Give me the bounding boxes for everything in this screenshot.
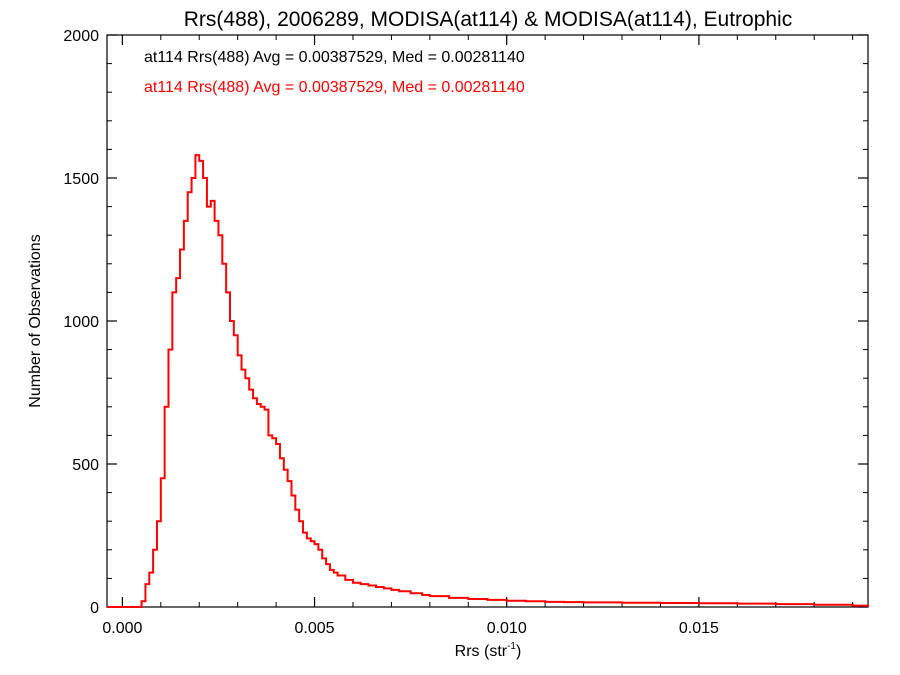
- x-axis-label-end: ): [516, 643, 521, 660]
- x-tick-label: 0.000: [102, 620, 142, 637]
- chart-title: Rrs(488), 2006289, MODISA(at114) & MODIS…: [184, 8, 792, 31]
- y-tick-label: 1500: [63, 171, 99, 188]
- y-axis-ticks: 0 500 1000 1500 2000: [63, 28, 868, 617]
- annotation-red: at114 Rrs(488) Avg = 0.00387529, Med = 0…: [144, 79, 525, 96]
- y-tick-label: 500: [72, 457, 99, 474]
- annotation-black: at114 Rrs(488) Avg = 0.00387529, Med = 0…: [144, 49, 525, 66]
- x-axis-label: Rrs (str-1): [455, 641, 522, 660]
- y-axis-label: Number of Observations: [27, 234, 44, 407]
- y-tick-label: 2000: [63, 28, 99, 45]
- x-tick-label: 0.015: [679, 620, 719, 637]
- series-group: [107, 154, 869, 608]
- x-axis-label-main: Rrs (str: [455, 643, 508, 660]
- series-line-0: [107, 154, 869, 608]
- x-axis-label-superscript: -1: [507, 641, 516, 652]
- x-tick-label: 0.005: [295, 620, 335, 637]
- x-axis-ticks: 0.000 0.005 0.010 0.015: [102, 35, 854, 637]
- y-tick-label: 0: [90, 600, 99, 617]
- plot-frame: [106, 34, 869, 608]
- x-tick-label: 0.010: [487, 620, 527, 637]
- y-tick-label: 1000: [63, 314, 99, 331]
